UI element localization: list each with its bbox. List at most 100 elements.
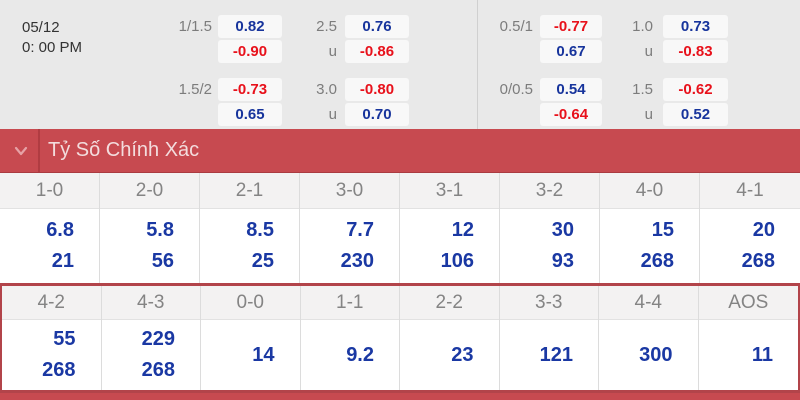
odds-button[interactable]: -0.73	[218, 78, 282, 101]
odds-value: -0.90	[232, 43, 268, 60]
section-header-correct-score[interactable]: Tỷ Số Chính Xác	[0, 129, 800, 173]
odds-row: u -0.86	[285, 40, 409, 63]
score-odds-cell[interactable]: 121	[499, 320, 598, 390]
score-odds-cell[interactable]: 14	[201, 320, 300, 390]
score-label: 0-0	[201, 286, 300, 320]
odds-button[interactable]: 0.54	[540, 78, 602, 101]
odds-value: 15	[651, 219, 674, 241]
score-odds-cell[interactable]: 229 268	[101, 320, 200, 390]
odds-button[interactable]: 0.70	[345, 103, 409, 126]
score-column: 4-3 229 268	[101, 286, 201, 390]
odds-row: 1.5 -0.62	[605, 78, 728, 101]
odds-button[interactable]: -0.62	[663, 78, 728, 101]
odds-value: 121	[539, 343, 573, 366]
score-odds-cell[interactable]: 11	[698, 320, 798, 390]
odds-value: 106	[440, 250, 474, 272]
odds-value: 56	[151, 250, 174, 272]
odds-button[interactable]: 0.82	[218, 15, 282, 38]
odds-panel: 05/12 0: 00 PM 1/1.5 0.82 -0.90 1.5/2 -0…	[0, 0, 800, 129]
total-label: u	[328, 106, 337, 123]
odds-value: 0.65	[235, 106, 265, 123]
score-label: 4-3	[101, 286, 200, 320]
odds-value: -0.64	[553, 106, 589, 123]
score-label: 4-2	[2, 286, 101, 320]
score-column: 2-1 8.5 25	[200, 173, 300, 283]
score-odds-cell[interactable]: 20 268	[700, 209, 800, 283]
odds-value: 8.5	[246, 219, 274, 241]
odds-button[interactable]: -0.86	[345, 40, 409, 63]
odds-row: u -0.83	[605, 40, 728, 63]
odds-button[interactable]: -0.90	[218, 40, 282, 63]
score-label: 3-0	[300, 173, 399, 209]
total-label: u	[644, 106, 653, 123]
odds-value: 9.2	[346, 343, 374, 366]
over-under-odds-group-1: 2.5 0.76 u -0.86 3.0 -0.80 u 0.70	[285, 0, 409, 126]
odds-button[interactable]: 0.73	[663, 15, 728, 38]
odds-row: 0.67	[480, 40, 602, 63]
total-label: u	[328, 43, 337, 60]
score-odds-cell[interactable]: 6.8 21	[0, 209, 99, 283]
odds-button[interactable]: -0.80	[345, 78, 409, 101]
score-odds-cell[interactable]: 12 106	[400, 209, 499, 283]
score-label: 4-4	[599, 286, 698, 320]
odds-button[interactable]: 0.76	[345, 15, 409, 38]
score-odds-cell[interactable]: 300	[599, 320, 698, 390]
odds-value: 11	[751, 343, 773, 366]
total-label: u	[644, 43, 653, 60]
odds-value: 7.7	[346, 219, 374, 241]
odds-button[interactable]: 0.65	[218, 103, 282, 126]
odds-row: 1.5/2 -0.73	[150, 78, 282, 101]
score-column: 4-2 55 268	[2, 286, 102, 390]
score-odds-cell[interactable]: 7.7 230	[300, 209, 399, 283]
score-column: 1-1 9.2	[300, 286, 400, 390]
odds-value: 229	[141, 328, 175, 350]
odds-button[interactable]: 0.67	[540, 40, 602, 63]
odds-button[interactable]: -0.83	[663, 40, 728, 63]
score-label: AOS	[698, 286, 798, 320]
odds-value: -0.86	[359, 43, 395, 60]
odds-value: 12	[451, 219, 474, 241]
odds-row: -0.64	[480, 103, 602, 126]
score-odds-cell[interactable]: 23	[400, 320, 499, 390]
handicap-label: 1/1.5	[178, 18, 212, 35]
score-odds-cell[interactable]: 55 268	[2, 320, 101, 390]
odds-value: 0.76	[362, 18, 392, 35]
score-column: 3-3 121	[499, 286, 599, 390]
odds-value: -0.80	[359, 81, 395, 98]
odds-value: 0.67	[556, 43, 586, 60]
odds-button[interactable]: 0.52	[663, 103, 728, 126]
score-label: 3-2	[500, 173, 599, 209]
odds-value: 14	[252, 343, 275, 366]
score-label: 2-0	[100, 173, 199, 209]
odds-value: -0.62	[678, 81, 713, 98]
odds-value: 268	[42, 359, 76, 381]
odds-row: 1.0 0.73	[605, 15, 728, 38]
score-odds-cell[interactable]: 30 93	[500, 209, 599, 283]
odds-value: 25	[251, 250, 274, 272]
total-label: 1.0	[632, 18, 653, 35]
total-label: 2.5	[316, 18, 337, 35]
handicap-label: 0/0.5	[499, 81, 533, 98]
score-odds-cell[interactable]: 9.2	[300, 320, 399, 390]
odds-value: 0.82	[235, 18, 265, 35]
score-odds-cell[interactable]: 8.5 25	[200, 209, 299, 283]
odds-value: 0.70	[362, 106, 392, 123]
odds-button[interactable]: -0.64	[540, 103, 602, 126]
chevron-down-icon[interactable]	[12, 143, 30, 159]
odds-value: 30	[551, 219, 574, 241]
score-label: 2-2	[400, 286, 499, 320]
odds-value: -0.73	[232, 81, 268, 98]
section-bar-divider	[38, 129, 40, 172]
odds-row: 1/1.5 0.82	[150, 15, 282, 38]
section-title: Tỷ Số Chính Xác	[48, 139, 200, 161]
score-label: 3-3	[499, 286, 598, 320]
score-odds-cell[interactable]: 5.8 56	[100, 209, 199, 283]
score-column: 2-2 23	[400, 286, 500, 390]
odds-value: 23	[451, 343, 474, 366]
score-column: 4-1 20 268	[700, 173, 800, 283]
score-odds-cell[interactable]: 15 268	[600, 209, 699, 283]
score-column: 4-4 300	[599, 286, 699, 390]
odds-button[interactable]: -0.77	[540, 15, 602, 38]
handicap-odds-group-1: 1/1.5 0.82 -0.90 1.5/2 -0.73 0.65	[150, 0, 282, 126]
match-date: 05/12	[22, 19, 60, 36]
